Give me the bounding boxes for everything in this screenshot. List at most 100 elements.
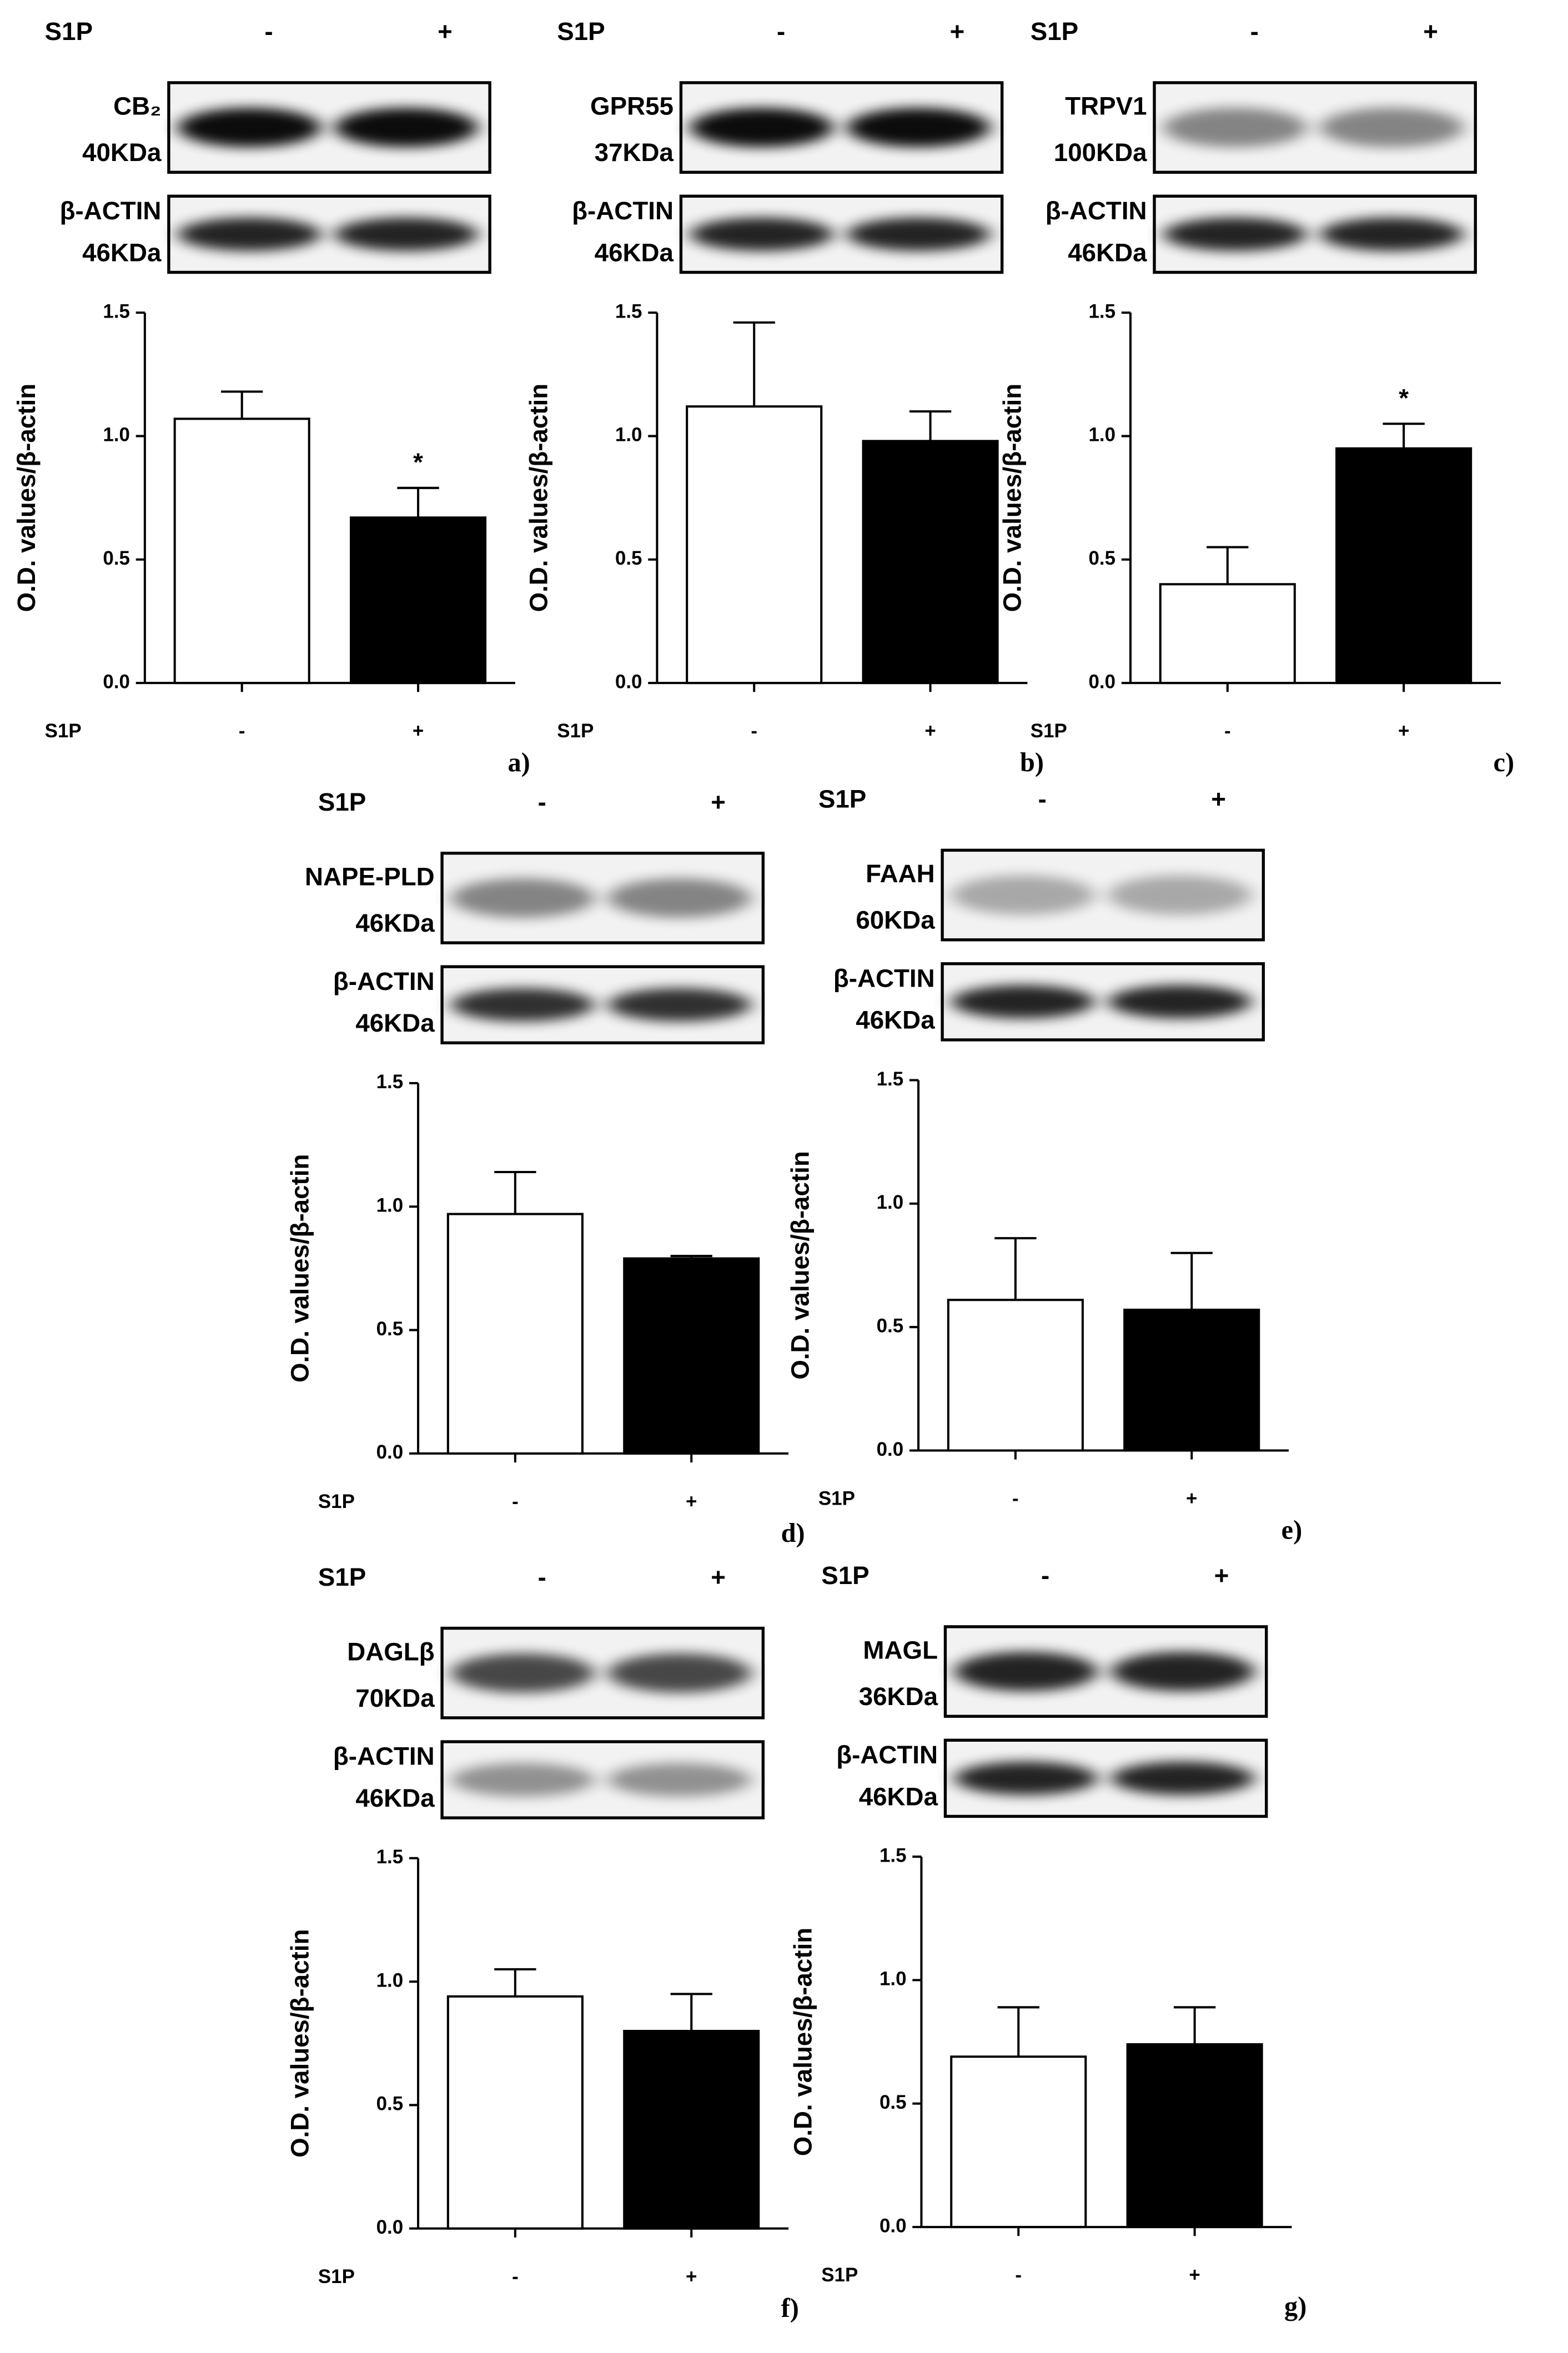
bar <box>446 1213 584 1455</box>
y-tick-label: 0.5 <box>1088 547 1115 569</box>
blot-band <box>607 1653 751 1693</box>
blot-band <box>1111 1761 1255 1796</box>
treatment-label: S1P <box>45 17 93 46</box>
lane-label: + <box>711 788 726 816</box>
y-tick-label: 0.0 <box>1088 671 1115 692</box>
x-axis-title: S1P <box>557 720 594 742</box>
bar <box>947 1299 1084 1452</box>
blot-band <box>1108 875 1252 915</box>
blot-weight: 46KDa <box>82 238 162 267</box>
blot-weight: 100KDa <box>1054 138 1147 167</box>
blot-band <box>451 1763 595 1797</box>
blot-band <box>334 108 478 148</box>
blot-target: β-ACTIN <box>833 964 935 992</box>
blot-band <box>954 1652 1098 1692</box>
x-axis-title: S1P <box>45 720 82 742</box>
y-tick-label: 0.0 <box>615 671 642 692</box>
blot-weight: 36KDa <box>859 1682 938 1711</box>
y-tick-label: 1.0 <box>615 424 642 446</box>
panel-label: e) <box>1281 1516 1303 1545</box>
panel: S1P - + TRPV1 100KDa β-ACTIN 46KDa 0.0 0.5 1.0 1.5… <box>998 17 1514 777</box>
y-tick-label: 1.0 <box>376 1969 404 1991</box>
lane-label: - <box>264 17 273 46</box>
blot-band <box>1320 217 1464 252</box>
y-tick-label: 0.5 <box>615 547 642 569</box>
blot-band <box>607 988 751 1022</box>
x-tick-label: + <box>924 720 936 742</box>
y-axis-title: O.D. values/β-actin <box>12 384 41 612</box>
bar <box>623 2030 760 2230</box>
blot-target: DAGLβ <box>347 1637 434 1666</box>
blot-band <box>951 985 1095 1019</box>
blot-band <box>1108 985 1252 1019</box>
y-tick-label: 1.5 <box>376 1846 404 1868</box>
bar <box>862 440 999 685</box>
y-tick-label: 0.0 <box>877 1439 904 1460</box>
y-tick-label: 1.0 <box>877 1191 904 1213</box>
y-tick-label: 1.0 <box>880 1968 907 1990</box>
y-tick-label: 1.0 <box>103 424 130 446</box>
x-tick-label: - <box>512 1491 519 1512</box>
blot-target: TRPV1 <box>1065 92 1147 120</box>
lane-label: + <box>438 17 453 46</box>
y-tick-label: 1.0 <box>376 1194 404 1216</box>
blot-target: β-ACTIN <box>572 197 674 225</box>
lane-label: - <box>1250 17 1259 46</box>
panel-label: g) <box>1284 2292 1306 2321</box>
panel: S1P - + CB₂ 40KDa β-ACTIN 46KDa 0.0 0.5 1.0 1.5 O.D… <box>12 17 530 777</box>
blot-weight: 70KDa <box>355 1684 435 1712</box>
y-tick-label: 1.5 <box>103 300 130 322</box>
blot-band <box>178 217 321 252</box>
lane-label: + <box>950 17 965 46</box>
y-axis-title: O.D. values/β-actin <box>998 384 1026 612</box>
blot-target: β-ACTIN <box>333 1742 435 1771</box>
treatment-label: S1P <box>821 1561 869 1590</box>
y-tick-label: 1.5 <box>1088 300 1115 322</box>
panel: S1P - + NAPE-PLD 46KDa β-ACTIN 46KDa 0.0 0.5 1.0 1… <box>285 788 805 1548</box>
bar <box>1123 1309 1260 1452</box>
blot-band <box>1163 108 1307 148</box>
x-axis-title: S1P <box>318 2266 355 2287</box>
x-axis-title: S1P <box>821 2264 858 2286</box>
lane-label: - <box>1041 1561 1049 1590</box>
y-tick-label: 1.5 <box>880 1844 907 1866</box>
x-axis-title: S1P <box>1031 720 1067 742</box>
lane-label: + <box>1211 785 1226 813</box>
treatment-label: S1P <box>318 1563 366 1591</box>
bar <box>350 516 487 685</box>
x-axis-title: S1P <box>318 1491 355 1512</box>
y-tick-label: 0.5 <box>376 1318 404 1340</box>
blot-band <box>690 108 833 148</box>
treatment-label: S1P <box>1031 17 1078 46</box>
x-tick-label: - <box>1224 720 1231 742</box>
x-axis-title: S1P <box>818 1488 855 1510</box>
panel: S1P - + GPR55 37KDa β-ACTIN 46KDa 0.0 0.5 1.0 1.5 O… <box>525 17 1044 777</box>
blot-band <box>451 1653 595 1693</box>
blot-weight: 60KDa <box>856 906 935 934</box>
blot-band <box>607 1763 751 1797</box>
panel-label: d) <box>781 1519 805 1548</box>
lane-label: - <box>538 788 546 816</box>
blot-weight: 40KDa <box>82 138 162 167</box>
x-tick-label: - <box>1015 2264 1022 2286</box>
y-tick-label: 0.0 <box>376 2216 404 2238</box>
panel-label: b) <box>1020 748 1044 777</box>
blot-target: β-ACTIN <box>333 967 435 996</box>
lane-label: + <box>711 1563 726 1591</box>
x-tick-label: + <box>413 720 424 742</box>
x-tick-label: - <box>512 2266 519 2287</box>
blot-target: β-ACTIN <box>1046 197 1147 225</box>
blot-band <box>334 217 478 252</box>
y-axis-title: O.D. values/β-actin <box>786 1151 814 1380</box>
x-tick-label: + <box>1398 720 1409 742</box>
bar <box>1159 583 1296 685</box>
x-tick-label: - <box>239 720 245 742</box>
lane-label: - <box>1038 785 1047 813</box>
y-tick-label: 0.5 <box>103 547 130 569</box>
blot-weight: 46KDa <box>856 1006 935 1034</box>
treatment-label: S1P <box>818 785 866 813</box>
bar <box>1126 2043 1263 2229</box>
bar <box>1335 447 1472 685</box>
